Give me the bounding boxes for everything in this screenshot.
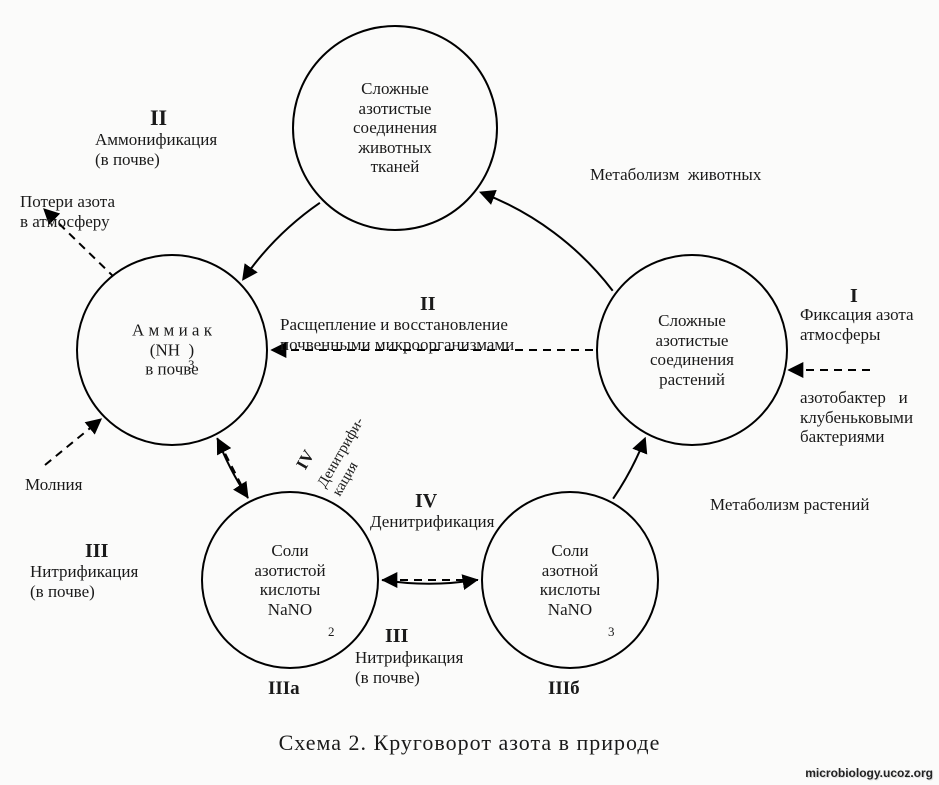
label-l_II_mid: II [420, 293, 436, 316]
label-l_IV: IV [415, 490, 437, 513]
label-l_III_left: III [85, 540, 108, 563]
label-l_ammon: Аммонификация (в почве) [95, 130, 217, 169]
node-label-nano3: Соли азотной кислоты NaNO [540, 541, 601, 619]
arc-animals_to_nh3 [244, 203, 320, 279]
subscript-nano3: 3 [608, 625, 615, 640]
label-l_nitr_bot: Нитрификация (в почве) [355, 648, 463, 687]
watermark: microbiology.ucoz.org [805, 767, 933, 781]
label-l_metab_anim: Метаболизм животных [590, 165, 761, 185]
label-l_denitr: Денитрификация [370, 512, 494, 532]
arc-plants_to_animals [482, 193, 613, 291]
label-l_III_bot: III [385, 625, 408, 648]
label-l_loss: Потери азота в атмосферу [20, 192, 115, 231]
node-label-nh3: А м м и а к (NH ) в почве [132, 321, 212, 380]
label-l_fix: Фиксация азота атмосферы [800, 305, 914, 344]
node-label-nano2: Соли азотистой кислоты NaNO [254, 541, 325, 619]
label-l_lightning: Молния [25, 475, 82, 495]
subscript-nh3: 3 [188, 358, 195, 373]
label-l_II_top: II [150, 105, 167, 130]
caption: Схема 2. Круговорот азота в природе [0, 730, 939, 755]
node-label-plants: Сложные азотистые соединения растений [650, 311, 734, 389]
subscript-nano2: 2 [328, 625, 335, 640]
label-l_split: Расщепление и восстановление почвенными … [280, 315, 514, 354]
label-l_metab_plant: Метаболизм растений [710, 495, 869, 515]
label-l_nitr_left: Нитрификация (в почве) [30, 562, 138, 601]
arc-nano3_to_plants [613, 439, 645, 499]
ext-lightning [45, 420, 100, 465]
label-l_bact: азотобактер и клубеньковыми бактериями [800, 388, 913, 447]
node-label-animals: Сложные азотистые соединения животных тк… [353, 79, 437, 177]
node-sublabel-nano2: IIIа [268, 678, 300, 700]
node-sublabel-nano3: IIIб [548, 678, 580, 700]
diagram-svg [0, 0, 939, 785]
